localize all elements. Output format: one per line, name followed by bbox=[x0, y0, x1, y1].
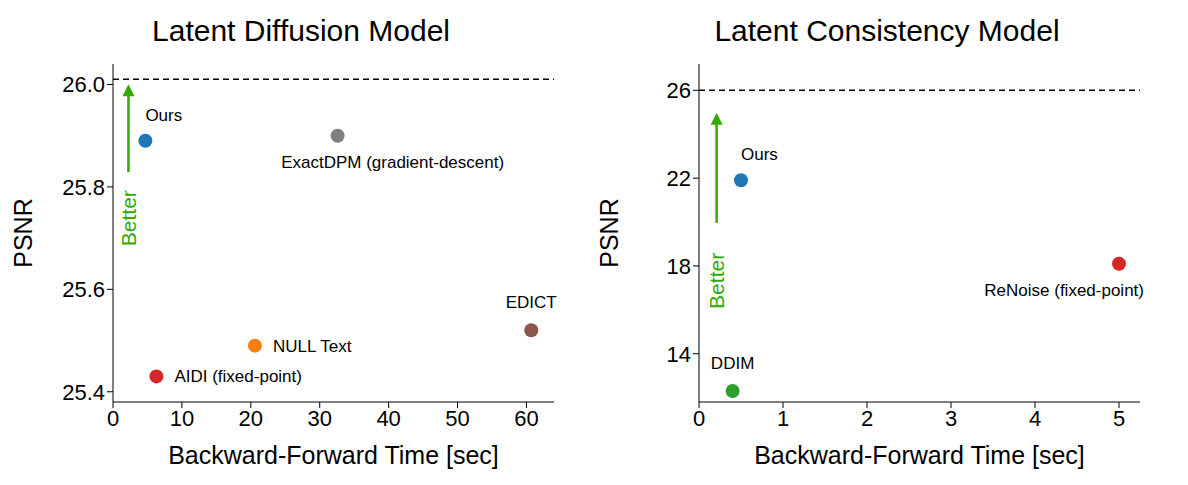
html-text:Latent Consistency Model: Latent Consistency Model bbox=[714, 14, 1060, 47]
svg-text:Backward-Forward Time [sec]: Backward-Forward Time [sec] bbox=[754, 441, 1085, 469]
svg-text:22: 22 bbox=[667, 166, 691, 191]
svg-text:26: 26 bbox=[667, 78, 691, 103]
svg-text:4: 4 bbox=[1029, 406, 1041, 431]
svg-text:14: 14 bbox=[667, 342, 691, 367]
svg-text:1: 1 bbox=[777, 406, 789, 431]
svg-text:0: 0 bbox=[107, 406, 119, 431]
svg-text:DDIM: DDIM bbox=[711, 354, 754, 373]
svg-text:25.6: 25.6 bbox=[62, 277, 105, 302]
svg-text:0: 0 bbox=[693, 406, 705, 431]
svg-text:3: 3 bbox=[945, 406, 957, 431]
svg-text:Ours: Ours bbox=[741, 145, 778, 164]
svg-text:30: 30 bbox=[307, 406, 331, 431]
svg-text:26.0: 26.0 bbox=[62, 72, 105, 97]
svg-text:25.8: 25.8 bbox=[62, 175, 105, 200]
svg-text:Backward-Forward Time [sec]: Backward-Forward Time [sec] bbox=[168, 441, 499, 469]
svg-text:40: 40 bbox=[376, 406, 400, 431]
svg-text:Ours: Ours bbox=[145, 106, 182, 125]
svg-text:Better: Better bbox=[705, 253, 728, 309]
html-text:Latent Diffusion Model: Latent Diffusion Model bbox=[152, 14, 450, 47]
svg-text:Better: Better bbox=[117, 190, 140, 246]
svg-text:PSNR: PSNR bbox=[595, 198, 623, 267]
svg-text:50: 50 bbox=[445, 406, 469, 431]
svg-text:25.4: 25.4 bbox=[62, 380, 105, 405]
svg-text:NULL Text: NULL Text bbox=[273, 337, 352, 356]
svg-text:60: 60 bbox=[514, 406, 538, 431]
svg-text:10: 10 bbox=[170, 406, 194, 431]
svg-text:PSNR: PSNR bbox=[9, 198, 37, 267]
svg-text:ReNoise (fixed-point): ReNoise (fixed-point) bbox=[984, 281, 1144, 300]
svg-text:2: 2 bbox=[861, 406, 873, 431]
svg-text:EDICT: EDICT bbox=[506, 293, 557, 312]
svg-text:5: 5 bbox=[1113, 406, 1125, 431]
svg-text:AIDI (fixed-point): AIDI (fixed-point) bbox=[174, 367, 302, 386]
svg-text:ExactDPM (gradient-descent): ExactDPM (gradient-descent) bbox=[281, 153, 504, 172]
svg-text:20: 20 bbox=[239, 406, 263, 431]
svg-text:18: 18 bbox=[667, 254, 691, 279]
